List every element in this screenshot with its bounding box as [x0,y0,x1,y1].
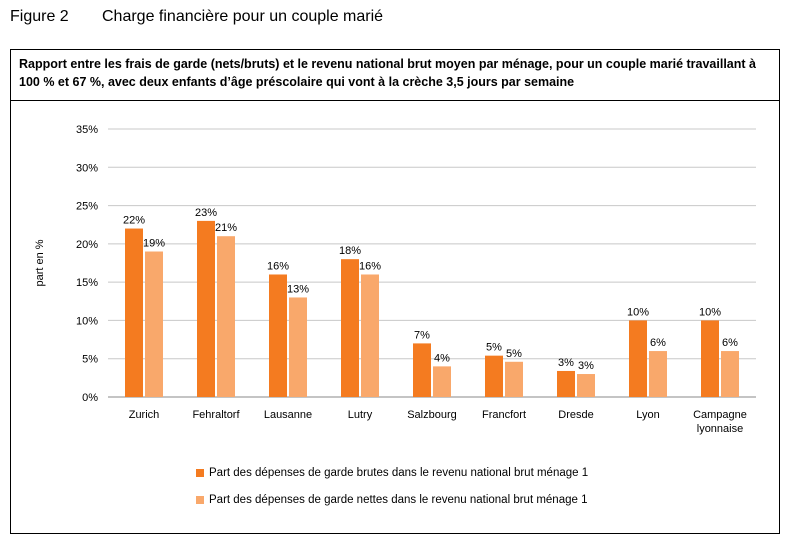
x-tick-label: Campagne [693,409,747,421]
bar-gross [485,355,503,397]
data-label: 16% [267,260,289,272]
figure-title: Charge financière pour un couple marié [102,8,384,25]
bar-gross [701,320,719,397]
x-tick-label: Francfort [482,409,526,421]
legend-item-net: Part des dépenses de garde nettes dans l… [196,493,588,507]
legend: Part des dépenses de garde brutes dans l… [196,466,588,520]
data-label: 4% [434,352,450,364]
chart-box: Rapport entre les frais de garde (nets/b… [10,49,780,534]
bar-net [649,351,667,397]
y-tick-label: 5% [82,354,98,366]
bar-net [217,236,235,397]
bar-net [361,274,379,397]
bar-chart: 0% 5% 10% 15% 20% 25% 30% 35% part en % 22% 19% Zur… [34,124,756,435]
data-label: 10% [627,306,649,318]
x-tick-label: Dresde [558,409,593,421]
legend-item-gross: Part des dépenses de garde brutes dans l… [196,466,588,480]
y-tick-label: 25% [76,201,98,213]
y-tick-label: 20% [76,239,98,251]
bar-net [505,361,523,397]
data-label: 10% [699,306,721,318]
x-tick-label: lyonnaise [697,423,743,435]
data-label: 16% [359,260,381,272]
x-tick-label: Salzbourg [407,409,457,421]
data-label: 22% [123,215,145,227]
y-axis-label: part en % [34,239,46,286]
x-tick-label: Lausanne [264,409,312,421]
data-label: 5% [486,342,502,354]
x-tick-label: Lyon [636,409,659,421]
legend-label-net: Part des dépenses de garde nettes dans l… [209,494,588,506]
bar-gross [269,274,287,397]
x-tick-label: Fehraltorf [192,409,240,421]
figure-number: Figure 2 [10,8,69,25]
chart-title: Rapport entre les frais de garde (nets/b… [11,50,779,101]
bar-gross [413,343,431,397]
bar-net [721,351,739,397]
data-label: 23% [195,207,217,219]
bar-net [577,374,595,397]
data-label: 19% [143,238,165,250]
bar-net [433,366,451,397]
data-label: 6% [650,337,666,349]
data-label: 5% [506,348,522,360]
legend-swatch-net [196,496,204,504]
legend-label-gross: Part des dépenses de garde brutes dans l… [209,467,589,479]
y-tick-label: 15% [76,277,98,289]
y-tick-label: 30% [76,162,98,174]
data-label: 3% [558,357,574,369]
data-label: 13% [287,283,309,295]
bar-gross [197,220,215,397]
data-label: 21% [215,222,237,234]
data-label: 7% [414,329,430,341]
bar-gross [629,320,647,397]
bar-net [145,251,163,397]
bar-net [289,297,307,397]
figure-header: Figure 2 Charge financière pour un couple… [10,8,383,26]
y-tick-label: 10% [76,315,98,327]
y-tick-label: 35% [76,124,98,136]
bar-gross [125,228,143,397]
bar-gross [341,259,359,397]
x-tick-label: Zurich [129,409,160,421]
y-tick-label: 0% [82,392,98,404]
data-label: 18% [339,245,361,257]
legend-swatch-gross [196,469,204,477]
x-tick-label: Lutry [348,409,373,421]
bar-gross [557,370,575,397]
data-label: 3% [578,360,594,372]
data-label: 6% [722,337,738,349]
